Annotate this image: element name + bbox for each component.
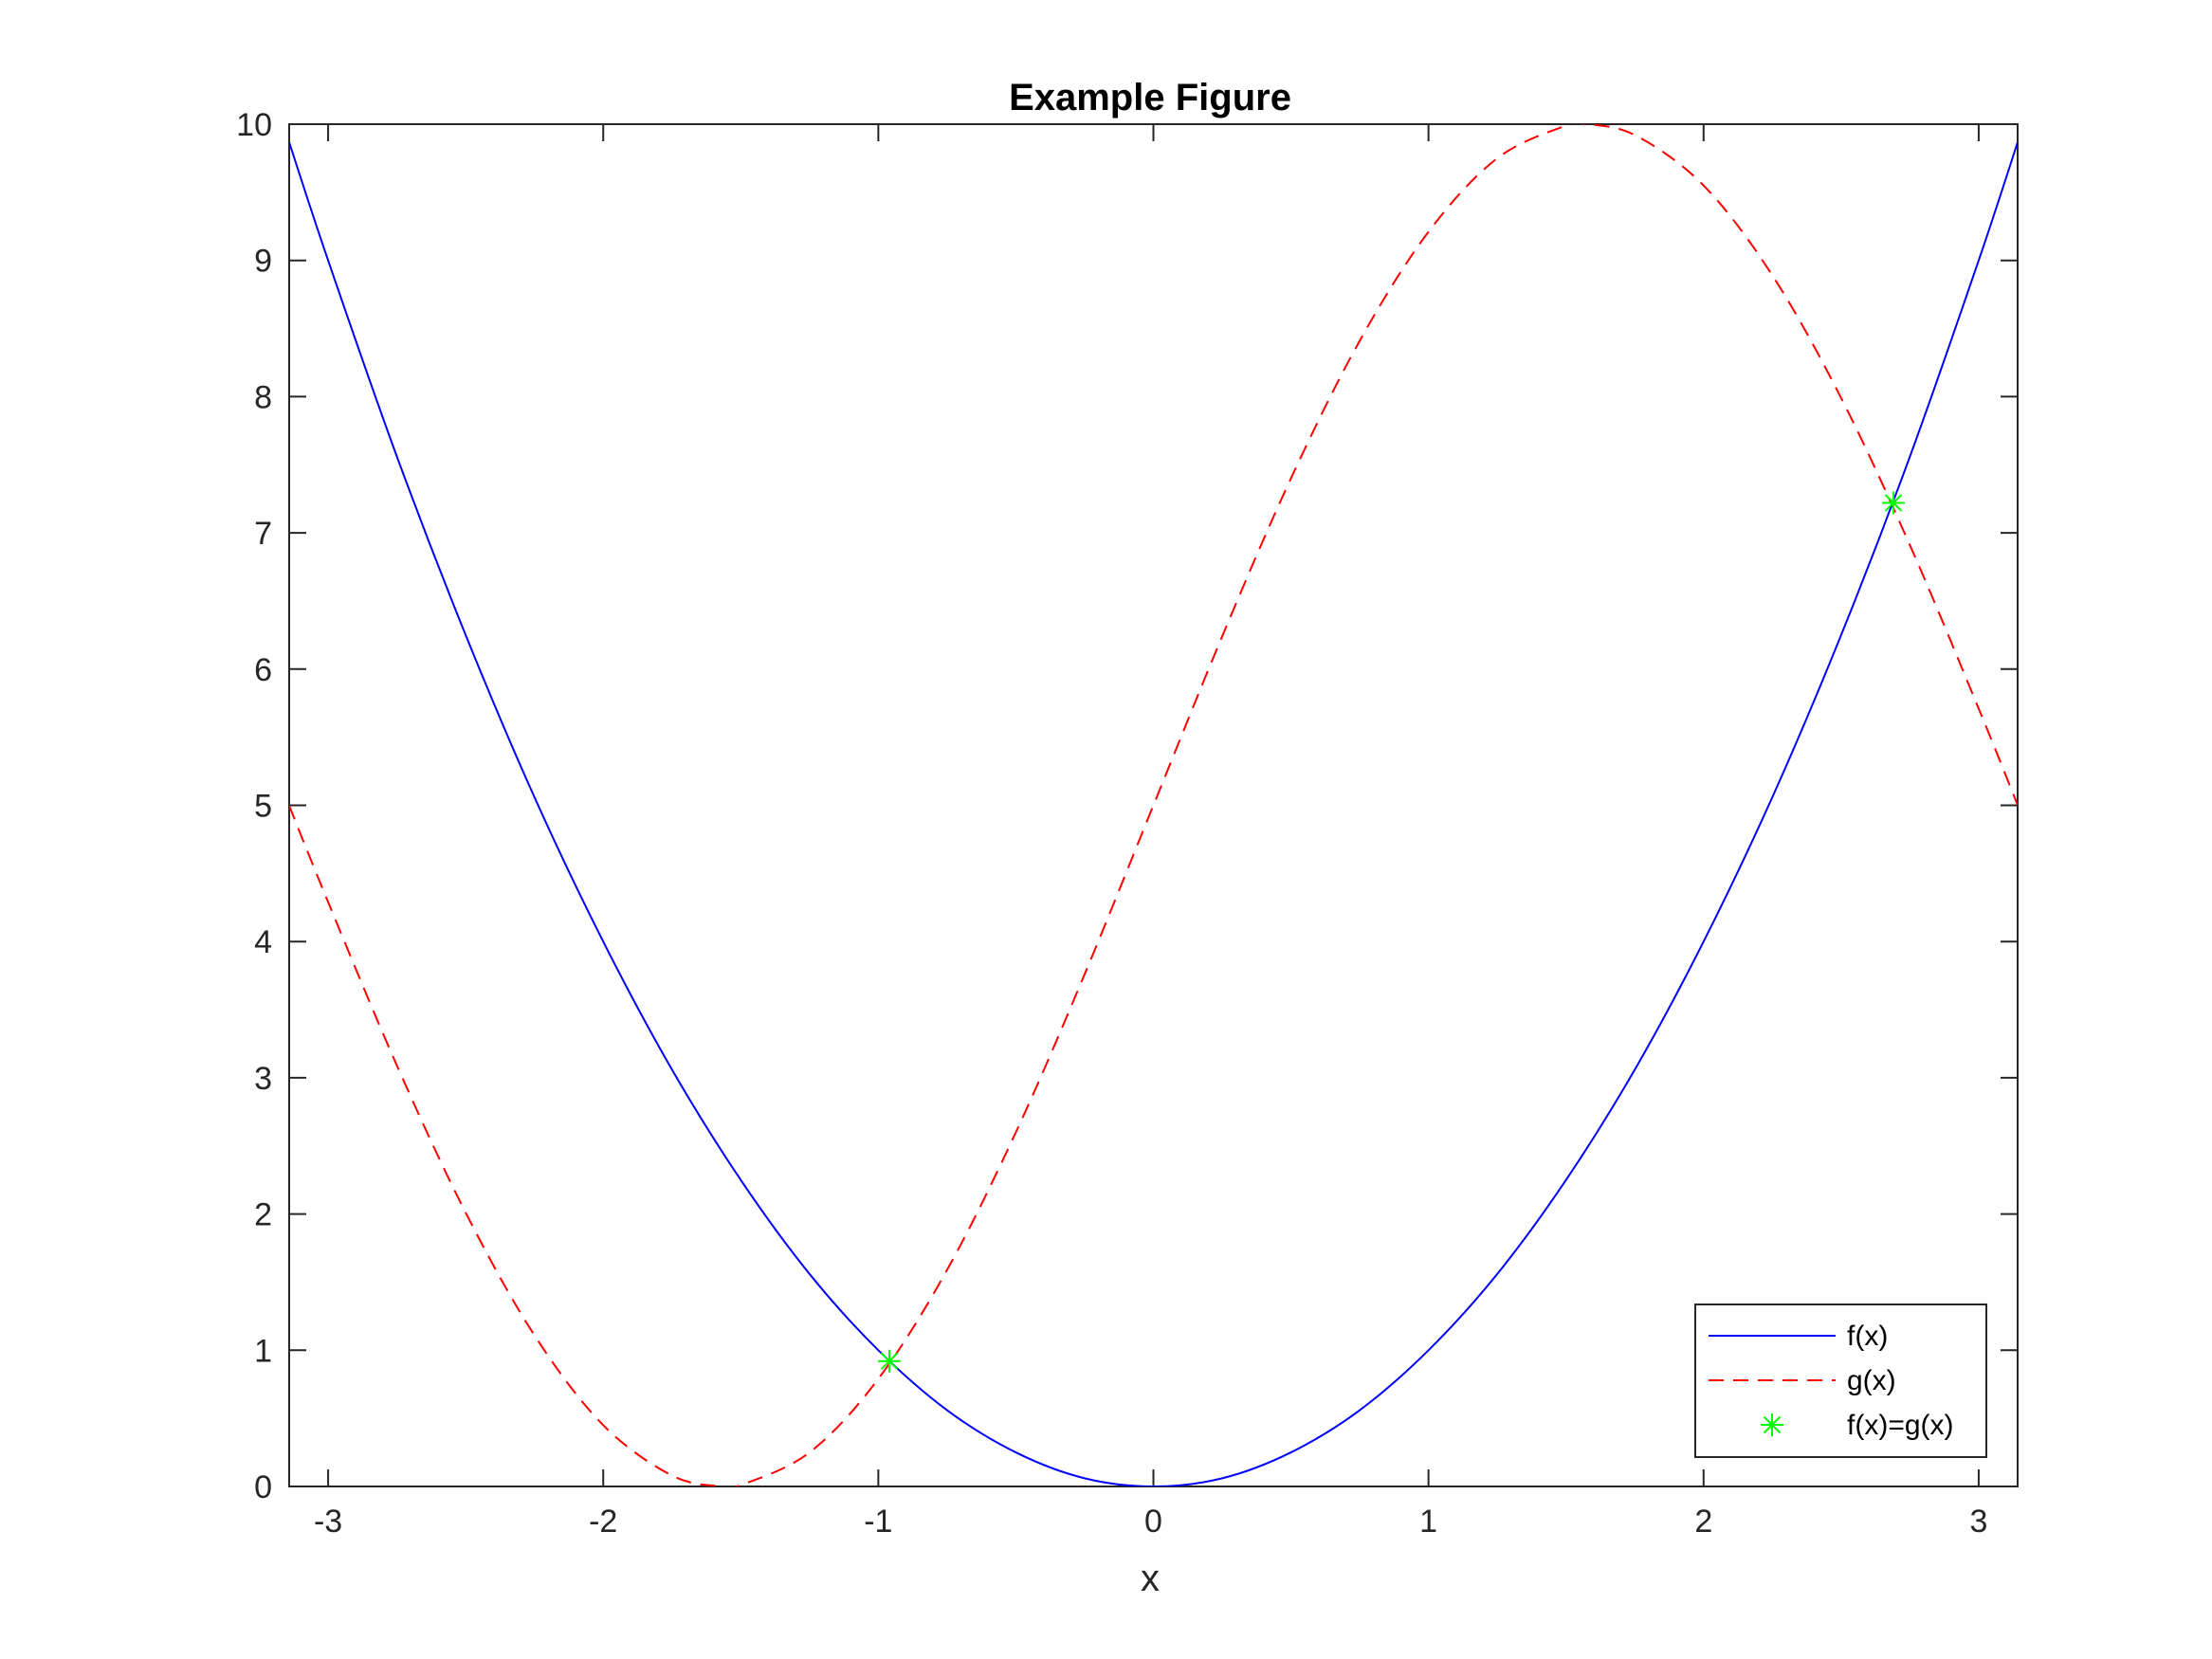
legend: f(x) g(x) f(x)=g(x) (1694, 1304, 1987, 1458)
legend-item: g(x) (1709, 1365, 1896, 1396)
x-tick-label: 1 (1419, 1504, 1437, 1540)
y-tick-label: 8 (254, 379, 272, 415)
series-line-f-x (289, 141, 2018, 1486)
x-axis-label: x (1141, 1558, 1160, 1599)
x-tick-label: 0 (1144, 1504, 1162, 1540)
y-tick-label: 9 (254, 244, 272, 280)
chart-title: Example Figure (1009, 77, 1291, 118)
x-tick-label: -3 (314, 1504, 342, 1540)
x-tick-label: -2 (589, 1504, 617, 1540)
legend-item: f(x) (1709, 1321, 1888, 1352)
series-line-g-x (289, 124, 2018, 1486)
legend-label: f(x)=g(x) (1847, 1410, 1954, 1441)
x-tick-label: 2 (1694, 1504, 1712, 1540)
y-tick-label: 1 (254, 1333, 272, 1369)
legend-label: g(x) (1847, 1365, 1896, 1396)
y-tick-label: 3 (254, 1061, 272, 1097)
legend-marker (1761, 1413, 1783, 1436)
intersection-marker (877, 1349, 901, 1373)
plot-area (289, 124, 2018, 1486)
y-tick-label: 6 (254, 652, 272, 688)
intersection-marker (1881, 491, 1905, 515)
y-tick-label: 5 (254, 789, 272, 825)
y-tick-label: 7 (254, 516, 272, 552)
y-tick-label: 2 (254, 1197, 272, 1233)
legend-label: f(x) (1847, 1321, 1888, 1352)
x-tick-label: 3 (1969, 1504, 1987, 1540)
legend-item: f(x)=g(x) (1761, 1410, 1954, 1441)
y-tick-label: 0 (254, 1469, 272, 1505)
y-tick-label: 4 (254, 924, 272, 960)
y-tick-label: 10 (236, 107, 272, 143)
x-tick-label: -1 (864, 1504, 892, 1540)
